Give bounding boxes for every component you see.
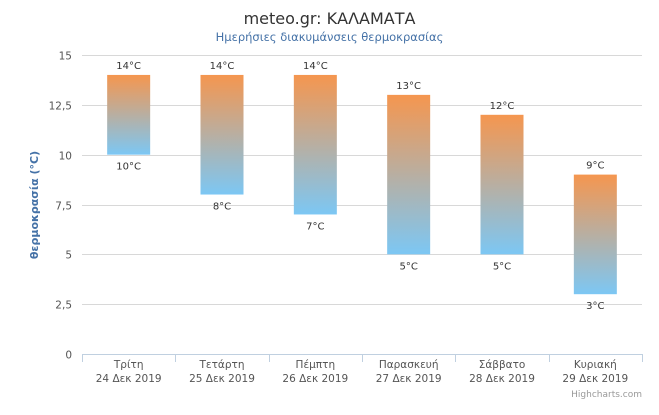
y-axis-ticks: 0 2,5 5 7,5 10 12,5 15: [49, 51, 72, 362]
low-label: 5°C: [399, 261, 417, 272]
high-label: 12°C: [490, 101, 515, 112]
grid-lines: [82, 55, 642, 305]
temperature-bar[interactable]: [573, 174, 617, 295]
x-tick-label-day: Τετάρτη: [199, 359, 245, 371]
temperature-bar[interactable]: [480, 114, 524, 255]
low-label: 8°C: [213, 202, 231, 213]
x-tick-label-day: Σάββατο: [479, 359, 526, 371]
y-tick-label: 10: [59, 151, 72, 163]
chart-subtitle: Ημερήσιες διακυμάνσεις θερμοκρασίας: [216, 30, 444, 44]
high-label: 14°C: [210, 61, 235, 72]
chart-title: meteo.gr: ΚΑΛΑΜΑΤΑ: [244, 9, 416, 28]
high-label: 14°C: [303, 61, 328, 72]
credits[interactable]: Highcharts.com: [571, 390, 642, 400]
y-tick-label: 5: [65, 250, 72, 262]
temperature-bar[interactable]: [107, 74, 151, 155]
x-tick-label-day: Πέμπτη: [296, 359, 336, 371]
x-tick-label-date: 24 Δεκ 2019: [96, 373, 162, 385]
x-tick-label-date: 29 Δεκ 2019: [562, 373, 628, 385]
low-label: 3°C: [586, 301, 604, 312]
x-axis: Τρίτη 24 Δεκ 2019 Τετάρτη 25 Δεκ 2019 Πέμπτη…: [82, 354, 643, 385]
high-label: 9°C: [586, 161, 604, 172]
x-tick-label-day: Παρασκευή: [379, 359, 439, 371]
x-tick-label-day: Τρίτη: [113, 359, 144, 371]
low-label: 7°C: [306, 221, 324, 232]
y-tick-label: 7,5: [55, 201, 72, 213]
x-tick-label-date: 25 Δεκ 2019: [189, 373, 255, 385]
y-tick-label: 15: [59, 51, 72, 63]
x-tick-label-date: 28 Δεκ 2019: [469, 373, 535, 385]
y-tick-label: 2,5: [55, 300, 72, 312]
high-label: 14°C: [116, 61, 141, 72]
high-label: 13°C: [396, 81, 421, 92]
x-tick-label-date: 26 Δεκ 2019: [282, 373, 348, 385]
low-label: 5°C: [493, 261, 511, 272]
y-axis-label: θερμοκρασία (°C): [28, 151, 41, 259]
low-label: 10°C: [116, 162, 141, 173]
temperature-bar[interactable]: [293, 74, 337, 215]
data-labels: 14°C 10°C 14°C 8°C 14°C 7°C 13°C 5°C 12°C 5°C 9°C 3…: [116, 61, 604, 312]
y-tick-label: 0: [65, 350, 72, 362]
temperature-bar[interactable]: [387, 94, 431, 255]
temperature-bar[interactable]: [200, 74, 244, 195]
x-tick-label-date: 27 Δεκ 2019: [376, 373, 442, 385]
x-tick-label-day: Κυριακή: [574, 359, 617, 371]
y-tick-label: 12,5: [49, 101, 72, 113]
bars: [107, 74, 617, 295]
